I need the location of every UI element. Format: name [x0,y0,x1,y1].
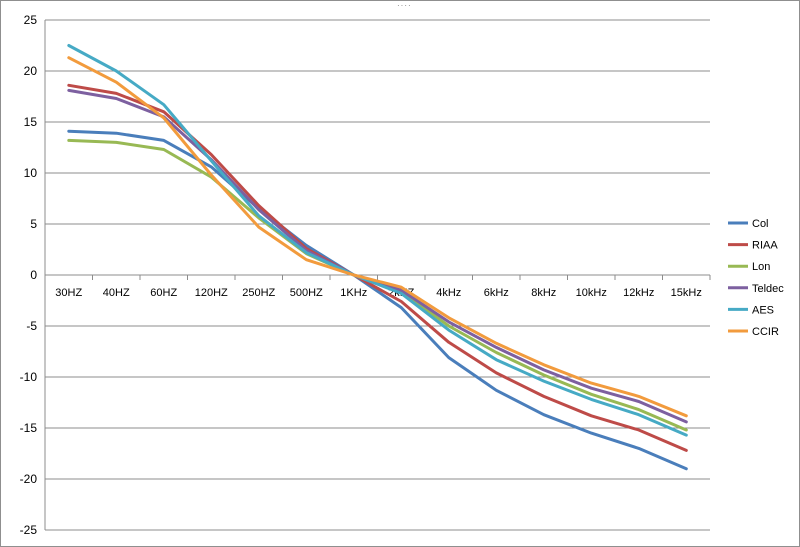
x-tick-label: 60HZ [150,287,177,299]
x-tick-label: 1KHz [340,287,367,299]
x-tick-label: 8kHz [531,287,556,299]
series-line-ccir [67,56,688,418]
x-tick-label: 4kHz [436,287,461,299]
x-tick-label: 30HZ [55,287,82,299]
x-tick-label: 10kHz [576,287,607,299]
x-tick-label: 15kHz [671,287,702,299]
y-tick-label: -10 [20,370,38,384]
legend: Col RIAA Lon Teldec AES CCIR [728,218,784,338]
y-tick-label: 10 [24,166,38,180]
x-tick-label: 120HZ [195,287,228,299]
x-tick-label: 500HZ [290,287,323,299]
y-tick-label: 5 [30,217,37,231]
x-tick-label: 6kHz [484,287,509,299]
y-tick-label: -20 [20,472,38,486]
x-tick-label: 250HZ [242,287,275,299]
x-tick-label: 40HZ [103,287,130,299]
legend-label: Col [752,218,769,230]
series-lines [67,44,688,471]
legend-label: AES [752,304,774,316]
legend-label: CCIR [752,326,779,338]
legend-label: RIAA [752,240,778,252]
x-tick-label: 12kHz [623,287,654,299]
window-resize-grip[interactable]: ···· [397,1,412,10]
legend-label: Lon [752,261,770,273]
series-line-col [67,129,688,471]
y-tick-label: 25 [24,13,38,27]
y-axis-ticks: 25 20 15 10 5 0 -5 -10 -15 -20 -25 [20,13,38,537]
y-tick-label: -25 [20,523,38,537]
series-line-riaa [67,83,688,452]
y-tick-label: -5 [26,319,37,333]
y-tick-label: -15 [20,421,38,435]
series-line-aes [67,44,688,437]
legend-label: Teldec [752,283,784,295]
y-tick-label: 20 [24,64,38,78]
y-tick-label: 0 [30,268,37,282]
y-tick-label: 15 [24,115,38,129]
plot-axes [44,20,711,530]
